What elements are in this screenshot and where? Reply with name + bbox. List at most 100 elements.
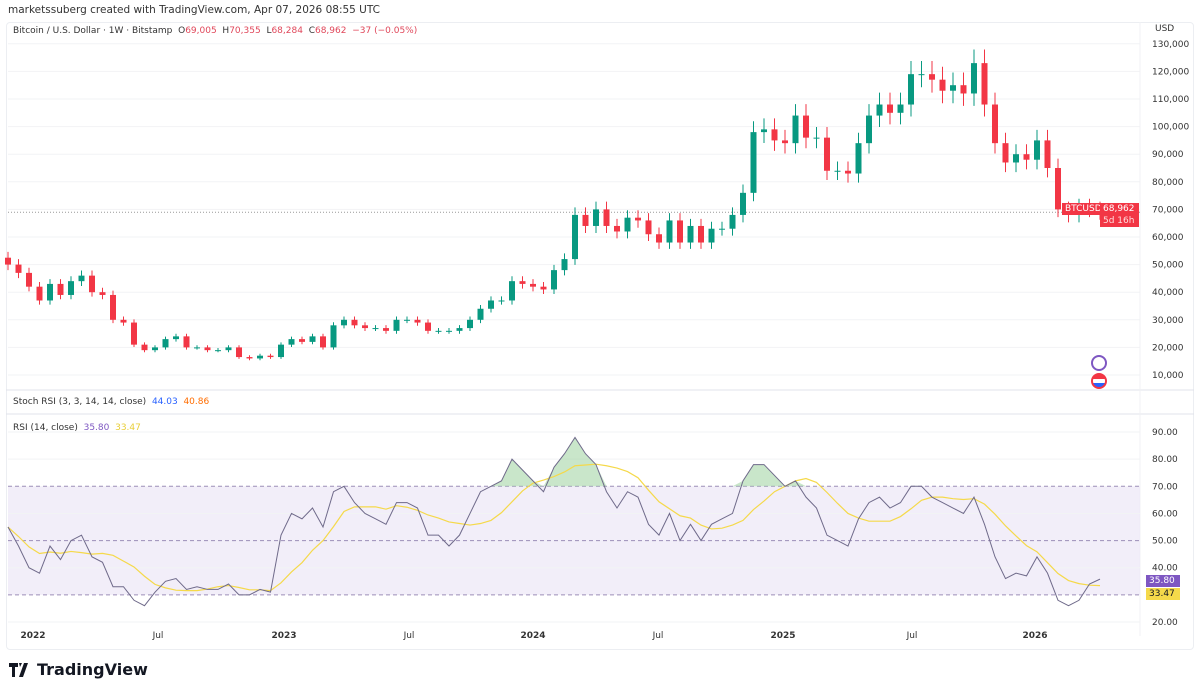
- candle-body: [183, 336, 190, 348]
- candle-body: [918, 74, 925, 76]
- candle-body: [897, 104, 904, 113]
- candle-body: [141, 344, 148, 351]
- candle-body: [887, 104, 893, 113]
- candle-body: [908, 74, 914, 105]
- price-tick-label: 100,000: [1152, 123, 1189, 133]
- stoch-rsi-legend[interactable]: Stoch RSI (3, 3, 14, 14, close) 44.03 40…: [13, 397, 210, 407]
- candle-body: [740, 192, 746, 215]
- price-tick-label: 90,000: [1152, 150, 1184, 160]
- candle-body: [215, 350, 221, 352]
- candle-body: [120, 319, 127, 323]
- candle-body: [246, 357, 253, 359]
- candle-body: [603, 209, 610, 226]
- candle-body: [624, 217, 631, 232]
- lightning-icon[interactable]: [1091, 355, 1107, 371]
- currency-label[interactable]: USD: [1155, 24, 1175, 34]
- candle-body: [467, 319, 473, 329]
- candle-body: [792, 115, 799, 144]
- time-tick-label: Jul: [652, 631, 664, 641]
- candle-body: [309, 336, 316, 342]
- candle-body: [278, 344, 284, 358]
- candle-body: [26, 272, 32, 287]
- candle-body: [162, 339, 169, 348]
- low-value: 68,284: [271, 26, 303, 36]
- time-tick-label: Jul: [152, 631, 164, 641]
- candle-body: [719, 228, 725, 230]
- candle-body: [834, 170, 841, 172]
- symbol-legend: Bitcoin / U.S. Dollar · 1W · Bitstamp O6…: [13, 26, 418, 36]
- price-tick-label: 50,000: [1152, 261, 1184, 271]
- price-tick-label: 40,000: [1152, 288, 1184, 298]
- candle-body: [425, 322, 431, 331]
- candle-body: [992, 104, 998, 144]
- candle-body: [971, 63, 977, 94]
- candle-body: [36, 286, 43, 301]
- candle-body: [950, 85, 956, 91]
- candle-body: [68, 281, 74, 295]
- candle-body: [1023, 154, 1030, 160]
- candle-body: [414, 319, 421, 323]
- chart-frame: [6, 22, 1194, 650]
- open-value: 69,005: [185, 26, 217, 36]
- time-tick-label: 2022: [20, 631, 46, 641]
- rsi-tick-label: 60.00: [1152, 509, 1178, 519]
- candle-body: [876, 104, 883, 116]
- candle-body: [110, 294, 116, 320]
- candle-body: [656, 234, 662, 243]
- candle-body: [1044, 140, 1051, 168]
- rsi-tick-label: 90.00: [1152, 428, 1178, 438]
- candle-body: [477, 308, 484, 320]
- creator-caption: marketssuberg created with TradingView.c…: [8, 4, 380, 16]
- tradingview-logo[interactable]: TradingView: [9, 660, 148, 679]
- flag-icon[interactable]: [1091, 373, 1107, 389]
- rsi-tick-label: 70.00: [1152, 482, 1178, 492]
- candle-body: [1034, 140, 1040, 160]
- candle-body: [393, 319, 400, 331]
- close-value: 68,962: [314, 26, 347, 36]
- candle-body: [99, 292, 106, 295]
- candle-body: [960, 85, 967, 94]
- candle-body: [803, 115, 809, 138]
- bar-countdown: 5d 16h: [1100, 215, 1139, 227]
- candle-body: [845, 170, 851, 174]
- rsi-tick-label: 40.00: [1152, 564, 1178, 574]
- candle-body: [666, 220, 673, 243]
- rsi-line: [7, 436, 1101, 607]
- candle-body: [257, 355, 263, 359]
- candle-body: [530, 283, 536, 287]
- candle-body: [1002, 143, 1009, 163]
- candle-body: [509, 281, 515, 301]
- candle-body: [204, 347, 211, 351]
- candle-body: [561, 259, 568, 271]
- candle-body: [131, 322, 137, 345]
- price-tick-label: 80,000: [1152, 178, 1184, 188]
- candle-body: [78, 275, 85, 282]
- candle-body: [708, 228, 715, 243]
- candle-body: [404, 319, 410, 321]
- candle-body: [750, 132, 757, 193]
- candle-body: [593, 209, 599, 226]
- price-tick-label: 60,000: [1152, 233, 1184, 243]
- symbol-price-tag: BTCUSD: [1062, 203, 1105, 215]
- rsi-value-tag: 35.80: [1146, 575, 1180, 587]
- candle-body: [771, 129, 778, 141]
- tradingview-logo-icon: [9, 662, 28, 677]
- rsi-legend[interactable]: RSI (14, close) 35.80 33.47: [13, 423, 141, 433]
- candle-body: [729, 214, 736, 229]
- rsi-ma-tag: 33.47: [1146, 588, 1180, 600]
- candle-body: [351, 319, 358, 326]
- candle-body: [1013, 154, 1019, 163]
- price-tick-label: 70,000: [1152, 205, 1184, 215]
- price-tick-label: 20,000: [1152, 343, 1184, 353]
- change-value: −37 (−0.05%): [352, 26, 418, 36]
- candle-body: [635, 217, 641, 221]
- candle-body: [1055, 168, 1061, 210]
- candle-body: [782, 140, 788, 144]
- candle-body: [939, 79, 946, 91]
- candle-body: [855, 143, 862, 174]
- candle-body: [645, 220, 652, 235]
- symbol-title[interactable]: Bitcoin / U.S. Dollar · 1W · Bitstamp: [13, 26, 173, 36]
- price-tick-label: 30,000: [1152, 316, 1184, 326]
- candle-body: [152, 347, 158, 351]
